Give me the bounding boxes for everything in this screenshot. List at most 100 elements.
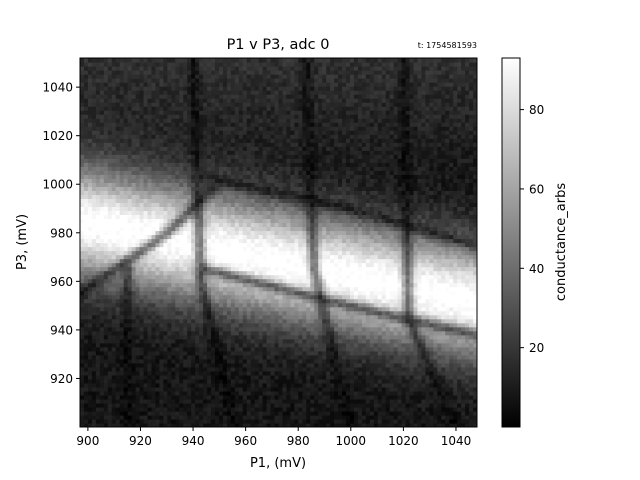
heatmap-cell (140, 275, 145, 280)
heatmap-cell (108, 343, 113, 348)
heatmap-cell (338, 347, 343, 352)
heatmap-cell (461, 287, 466, 292)
heatmap-cell (120, 247, 125, 252)
heatmap-cell (421, 395, 426, 400)
heatmap-cell (136, 271, 141, 276)
heatmap-cell (413, 291, 418, 296)
heatmap-cell (136, 383, 141, 388)
heatmap-cell (199, 299, 204, 304)
heatmap-cell (342, 319, 347, 324)
heatmap-cell (155, 407, 160, 412)
heatmap-cell (243, 307, 248, 312)
heatmap-cell (338, 367, 343, 372)
heatmap-cell (203, 335, 208, 340)
heatmap-cell (286, 230, 291, 235)
heatmap-cell (255, 283, 260, 288)
heatmap-cell (342, 343, 347, 348)
heatmap-cell (191, 315, 196, 320)
heatmap-cell (294, 243, 299, 248)
heatmap-cell (80, 251, 85, 256)
heatmap-cell (465, 271, 470, 276)
heatmap-cell (247, 411, 252, 416)
heatmap-cell (445, 335, 450, 340)
heatmap-cell (183, 375, 188, 380)
heatmap-cell (108, 307, 113, 312)
heatmap-cell (116, 331, 121, 336)
heatmap-cell (318, 371, 323, 376)
heatmap-cell (326, 238, 331, 243)
heatmap-cell (406, 311, 411, 316)
heatmap-cell (140, 395, 145, 400)
heatmap-cell (354, 299, 359, 304)
heatmap-cell (120, 279, 125, 284)
heatmap-cell (140, 355, 145, 360)
heatmap-cell (322, 359, 327, 364)
heatmap-cell (116, 339, 121, 344)
heatmap-cell (247, 226, 252, 231)
heatmap-cell (239, 291, 244, 296)
heatmap-cell (326, 319, 331, 324)
heatmap-cell (457, 255, 462, 260)
heatmap-cell (140, 411, 145, 416)
heatmap-cell (390, 259, 395, 264)
heatmap-cell (124, 291, 129, 296)
heatmap-cell (330, 311, 335, 316)
heatmap-cell (298, 259, 303, 264)
heatmap-cell (183, 383, 188, 388)
heatmap-cell (429, 238, 434, 243)
heatmap-cell (310, 271, 315, 276)
heatmap-cell (255, 299, 260, 304)
heatmap-cell (155, 230, 160, 235)
heatmap-cell (338, 343, 343, 348)
heatmap-cell (219, 234, 224, 239)
heatmap-cell (108, 395, 113, 400)
heatmap-cell (187, 375, 192, 380)
heatmap-cell (175, 251, 180, 256)
heatmap-cell (314, 226, 319, 231)
heatmap-cell (378, 383, 383, 388)
heatmap-cell (290, 295, 295, 300)
heatmap-cell (358, 291, 363, 296)
heatmap-cell (140, 271, 145, 276)
heatmap-cell (390, 234, 395, 239)
heatmap-cell (96, 367, 101, 372)
heatmap-cell (211, 295, 216, 300)
heatmap-cell (247, 251, 252, 256)
heatmap-cell (215, 299, 220, 304)
heatmap-cell (453, 283, 458, 288)
heatmap-cell (437, 251, 442, 256)
heatmap-cell (171, 275, 176, 280)
heatmap-cell (386, 415, 391, 420)
heatmap-cell (140, 375, 145, 380)
heatmap-cell (386, 419, 391, 424)
heatmap-cell (231, 283, 236, 288)
heatmap-cell (167, 367, 172, 372)
heatmap-cell (231, 259, 236, 264)
heatmap-cell (251, 263, 256, 268)
heatmap-cell (207, 351, 212, 356)
heatmap-cell (441, 395, 446, 400)
heatmap-cell (346, 351, 351, 356)
heatmap-cell (394, 347, 399, 352)
heatmap-cell (223, 243, 228, 248)
heatmap-cell (179, 323, 184, 328)
heatmap-cell (449, 367, 454, 372)
heatmap-cell (203, 343, 208, 348)
heatmap-cell (259, 230, 264, 235)
heatmap-cell (413, 283, 418, 288)
heatmap-cell (370, 319, 375, 324)
heatmap-cell (437, 351, 442, 356)
heatmap-cell (144, 319, 149, 324)
heatmap-cell (445, 395, 450, 400)
heatmap-cell (183, 303, 188, 308)
heatmap-cell (263, 230, 268, 235)
heatmap-cell (136, 367, 141, 372)
heatmap-cell (203, 263, 208, 268)
heatmap-cell (370, 415, 375, 420)
heatmap-cell (239, 355, 244, 360)
heatmap-cell (298, 275, 303, 280)
heatmap-cell (271, 419, 276, 424)
heatmap-cell (275, 363, 280, 368)
heatmap-cell (445, 238, 450, 243)
heatmap-cell (223, 327, 228, 332)
